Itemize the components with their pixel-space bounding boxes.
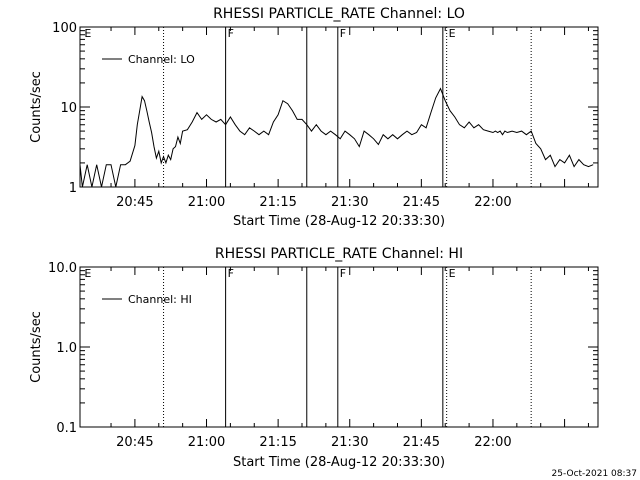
x-tick-label: 21:30 <box>331 435 368 450</box>
event-marker-label: F <box>228 27 234 40</box>
event-marker-label: E <box>84 27 91 40</box>
event-marker-label: E <box>449 267 456 280</box>
data-series-line <box>80 87 594 187</box>
x-tick-label: 21:15 <box>259 195 296 210</box>
legend-label: Channel: LO <box>128 53 195 66</box>
chart-title: RHESSI PARTICLE_RATE Channel: HI <box>215 246 463 262</box>
x-tick-label: 21:15 <box>259 435 296 450</box>
y-axis-label: Counts/sec <box>29 71 44 143</box>
legend-label: Channel: HI <box>128 293 192 306</box>
x-tick-label: 22:00 <box>474 195 511 210</box>
plot-panels: RHESSI PARTICLE_RATE Channel: LO 1 10 100 20… <box>29 6 599 470</box>
x-tick-label: 21:30 <box>331 195 368 210</box>
event-marker-label: E <box>449 27 456 40</box>
x-tick-label: 22:00 <box>474 435 511 450</box>
chart-panel-hi: RHESSI PARTICLE_RATE Channel: HI 0.1 1.0 10… <box>29 246 599 470</box>
footer-timestamp: 25-Oct-2021 08:37 <box>552 469 637 479</box>
y-tick-label: 1 <box>69 181 77 196</box>
x-tick-label: 21:00 <box>188 195 225 210</box>
y-tick-label: 100 <box>52 21 77 36</box>
event-marker-label: F <box>228 267 234 280</box>
x-tick-label: 21:45 <box>403 435 440 450</box>
y-tick-label: 10 <box>60 101 77 116</box>
chart-panel-lo: RHESSI PARTICLE_RATE Channel: LO 1 10 100 20… <box>29 6 599 229</box>
x-axis-label: Start Time (28-Aug-12 20:33:30) <box>233 455 445 470</box>
x-tick-label: 20:45 <box>116 195 153 210</box>
event-marker-label: F <box>340 267 346 280</box>
event-marker-label: F <box>340 27 346 40</box>
event-marker-label: E <box>84 267 91 280</box>
y-tick-label: 0.1 <box>56 421 77 436</box>
x-tick-label: 21:45 <box>403 195 440 210</box>
y-tick-label: 1.0 <box>56 341 77 356</box>
y-tick-label: 10.0 <box>48 261 77 276</box>
x-axis-label: Start Time (28-Aug-12 20:33:30) <box>233 214 445 229</box>
y-axis-label: Counts/sec <box>29 311 44 383</box>
x-tick-label: 21:00 <box>188 435 225 450</box>
x-tick-label: 20:45 <box>116 435 153 450</box>
chart-title: RHESSI PARTICLE_RATE Channel: LO <box>213 6 465 22</box>
